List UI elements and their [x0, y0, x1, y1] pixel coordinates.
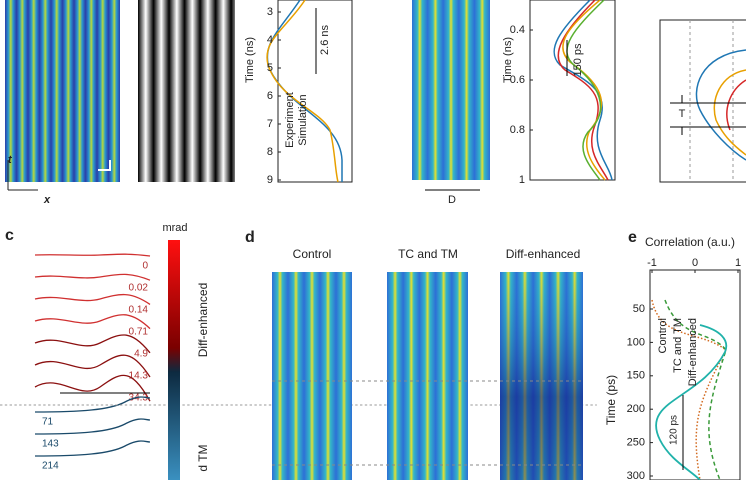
- trace: [34, 334, 151, 354]
- y-tick-label: 0.8: [510, 124, 525, 136]
- trace-label: 71: [42, 417, 54, 428]
- y-tick-label: 150: [627, 370, 645, 382]
- y-tick-label: 50: [633, 303, 645, 315]
- legend-entry: TC and TM: [672, 318, 684, 373]
- y-tick-label: 4: [267, 34, 273, 46]
- trace-label: 214: [42, 461, 59, 472]
- trace-label: 0.71: [129, 327, 149, 338]
- plot-frame: [529, 0, 616, 181]
- y-tick-label: 0.6: [510, 74, 525, 86]
- trace-label: 4.9: [134, 349, 148, 360]
- trace: [34, 354, 151, 378]
- trace: [34, 253, 151, 257]
- y-label: Time (ns): [502, 37, 514, 83]
- trace-label: 0.02: [129, 283, 149, 294]
- y-tick-label: 100: [627, 336, 645, 348]
- legend-entry: Diff-enhanced: [687, 318, 699, 386]
- trace: [34, 374, 151, 402]
- y-tick-label: 3: [267, 6, 273, 18]
- curve: [557, 0, 609, 181]
- curve: [566, 0, 605, 181]
- colorbar-label: Diff-enhanced: [196, 283, 210, 358]
- curve: [553, 0, 613, 181]
- trace: [34, 273, 151, 281]
- panel-letter: e: [628, 229, 637, 246]
- curve: [266, 0, 339, 183]
- trace: [34, 293, 151, 305]
- trace-label: 143: [42, 439, 59, 450]
- guide: [689, 20, 734, 182]
- annotation: 120 ps: [669, 415, 680, 445]
- plot-frame: [277, 0, 353, 183]
- image: [387, 272, 468, 480]
- legend-entry: Experiment: [284, 92, 296, 148]
- y-tick-label: 0.4: [510, 24, 525, 36]
- image: [138, 0, 235, 182]
- label: T: [679, 108, 686, 120]
- image-title: Diff-enhanced: [506, 247, 581, 261]
- curve: [655, 324, 728, 480]
- trace: [34, 314, 151, 330]
- colorbar-label: d TM: [196, 444, 210, 471]
- image-overlay: [500, 272, 583, 480]
- x-label: Correlation (a.u.): [645, 235, 735, 249]
- y-tick-label: 300: [627, 470, 645, 480]
- y-tick-label: 200: [627, 403, 645, 415]
- image: [272, 272, 352, 480]
- trace-label: 34.3: [129, 393, 149, 404]
- y-label: Time (ps): [604, 375, 618, 425]
- curve: [713, 69, 746, 156]
- legend-entry: Control: [657, 318, 669, 353]
- guide: [272, 380, 583, 466]
- y-tick-label: 250: [627, 437, 645, 449]
- trace: [34, 440, 151, 457]
- y-tick-label: 7: [267, 118, 273, 130]
- image: [5, 0, 120, 182]
- t-label: t: [8, 154, 13, 166]
- trace-label: 14.3: [129, 371, 149, 382]
- trace-label: 0: [142, 261, 148, 272]
- trace-label: 0.14: [129, 305, 149, 316]
- panel-letter: c: [5, 227, 14, 244]
- width-label: D: [448, 194, 456, 206]
- x-label: x: [43, 194, 51, 206]
- image-title: TC and TM: [398, 247, 458, 261]
- y-tick-label: 9: [267, 174, 273, 186]
- curve: [651, 299, 727, 480]
- y-tick-label: 6: [267, 90, 273, 102]
- annotation: 150 ps: [572, 43, 584, 77]
- panel-letter: d: [245, 229, 255, 246]
- axes-arrows: [7, 160, 38, 191]
- curve: [695, 49, 746, 161]
- colorbar-unit: mrad: [162, 222, 187, 234]
- legend-entry: Simulation: [297, 94, 309, 145]
- trace: [34, 418, 151, 435]
- curve: [664, 299, 727, 480]
- curve: [726, 79, 746, 131]
- x-tick-label: 0: [692, 257, 698, 269]
- colorbar: [168, 240, 180, 480]
- y-label: Time (ns): [244, 37, 256, 83]
- plot-frame: [659, 19, 746, 183]
- markers: [670, 95, 746, 135]
- x-tick-label: 1: [735, 257, 741, 269]
- y-tick-label: 5: [267, 62, 273, 74]
- y-tick-label: 1: [519, 174, 525, 186]
- curve: [562, 0, 606, 181]
- image-title: Control: [293, 247, 332, 261]
- annotation: 2.6 ns: [319, 25, 331, 55]
- x-tick-label: -1: [647, 257, 657, 269]
- y-tick-label: 8: [267, 146, 273, 158]
- image: [412, 0, 490, 180]
- trace: [34, 396, 151, 413]
